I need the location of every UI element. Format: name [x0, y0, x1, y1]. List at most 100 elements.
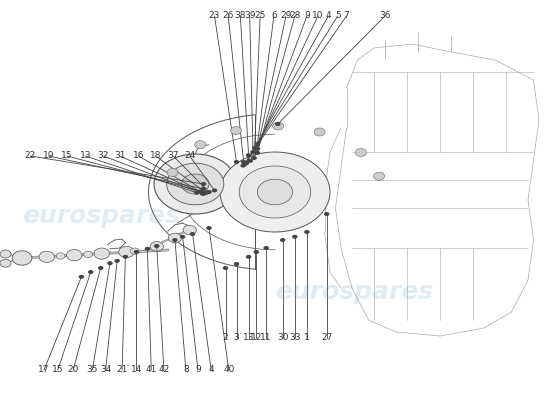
Text: 31: 31	[114, 152, 125, 160]
Circle shape	[292, 235, 298, 239]
Circle shape	[150, 242, 163, 251]
Circle shape	[119, 246, 134, 258]
Circle shape	[154, 244, 160, 248]
Circle shape	[246, 153, 251, 157]
Text: 41: 41	[146, 366, 157, 374]
Circle shape	[167, 168, 178, 176]
Circle shape	[198, 189, 204, 193]
Circle shape	[212, 188, 217, 192]
Text: 5: 5	[335, 12, 340, 20]
Circle shape	[168, 233, 182, 243]
Text: 6: 6	[271, 12, 277, 20]
Text: 21: 21	[117, 366, 128, 374]
Circle shape	[200, 192, 205, 196]
Text: 39: 39	[244, 12, 255, 20]
Text: 13: 13	[243, 334, 254, 342]
Circle shape	[201, 192, 206, 196]
Text: 30: 30	[277, 334, 288, 342]
Text: 42: 42	[158, 366, 169, 374]
Text: 34: 34	[100, 366, 111, 374]
Circle shape	[373, 172, 384, 180]
Circle shape	[130, 248, 139, 254]
Text: 37: 37	[168, 152, 179, 160]
Circle shape	[250, 150, 256, 154]
Circle shape	[230, 126, 241, 134]
Text: 11: 11	[261, 334, 272, 342]
Text: 7: 7	[344, 12, 349, 20]
Text: 17: 17	[39, 366, 50, 374]
Circle shape	[206, 226, 212, 230]
Circle shape	[255, 142, 260, 146]
Circle shape	[84, 251, 92, 258]
Text: 15: 15	[52, 366, 63, 374]
Circle shape	[255, 147, 260, 151]
Circle shape	[240, 164, 246, 168]
Circle shape	[190, 232, 195, 236]
Circle shape	[145, 247, 150, 251]
Circle shape	[194, 191, 200, 195]
Circle shape	[220, 152, 330, 232]
Circle shape	[12, 251, 32, 265]
Circle shape	[280, 238, 285, 242]
Circle shape	[94, 248, 109, 259]
Text: 27: 27	[321, 334, 332, 342]
Text: 26: 26	[223, 12, 234, 20]
Text: eurospares: eurospares	[275, 280, 433, 304]
Circle shape	[252, 146, 257, 150]
Text: 4: 4	[326, 12, 331, 20]
Circle shape	[107, 261, 113, 265]
Text: 12: 12	[251, 334, 262, 342]
Text: 10: 10	[312, 12, 323, 20]
Circle shape	[123, 255, 128, 259]
Text: 2: 2	[223, 334, 228, 342]
Circle shape	[201, 187, 206, 191]
Circle shape	[201, 192, 206, 196]
Text: 1: 1	[304, 334, 310, 342]
Circle shape	[234, 262, 239, 266]
Circle shape	[39, 251, 54, 262]
Circle shape	[304, 230, 310, 234]
Text: 9: 9	[304, 12, 310, 20]
Circle shape	[195, 141, 206, 149]
Text: 22: 22	[25, 152, 36, 160]
Text: 20: 20	[68, 366, 79, 374]
Circle shape	[223, 266, 228, 270]
Text: 33: 33	[289, 334, 300, 342]
Text: 40: 40	[223, 366, 234, 374]
Circle shape	[0, 259, 11, 267]
Circle shape	[204, 191, 209, 195]
Text: 13: 13	[80, 152, 91, 160]
Circle shape	[154, 154, 236, 214]
Text: 25: 25	[255, 12, 266, 20]
Text: 29: 29	[280, 12, 292, 20]
Circle shape	[180, 235, 185, 239]
Circle shape	[275, 122, 280, 126]
Circle shape	[183, 225, 196, 235]
Circle shape	[167, 163, 224, 205]
Text: 3: 3	[234, 334, 239, 342]
Circle shape	[257, 179, 293, 205]
Text: 32: 32	[98, 152, 109, 160]
Text: 23: 23	[209, 12, 220, 20]
Circle shape	[273, 122, 284, 130]
Text: 28: 28	[289, 12, 300, 20]
Circle shape	[241, 160, 246, 164]
Text: 36: 36	[379, 12, 390, 20]
Text: 18: 18	[150, 152, 161, 160]
Circle shape	[255, 151, 260, 155]
Text: 15: 15	[62, 152, 73, 160]
Circle shape	[324, 212, 329, 216]
Circle shape	[263, 246, 269, 250]
Text: 14: 14	[131, 366, 142, 374]
Circle shape	[314, 128, 325, 136]
Text: 9: 9	[195, 366, 201, 374]
Text: 19: 19	[43, 152, 54, 160]
Text: 38: 38	[235, 12, 246, 20]
Circle shape	[201, 182, 206, 186]
Circle shape	[67, 250, 82, 261]
Circle shape	[244, 161, 249, 165]
Circle shape	[206, 190, 212, 194]
Text: 4: 4	[208, 366, 214, 374]
Circle shape	[242, 162, 248, 166]
Circle shape	[172, 238, 178, 242]
